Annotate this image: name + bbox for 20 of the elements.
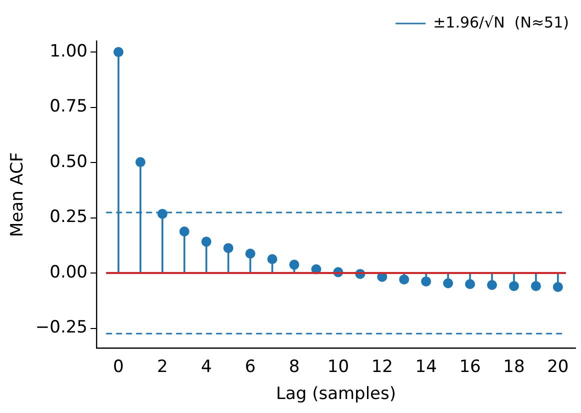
x-axis-title: Lag (samples) [276, 384, 396, 404]
x-tick-label: 6 [244, 356, 256, 377]
y-tick-label: −0.25 [35, 318, 88, 338]
x-tick-label: 2 [157, 356, 168, 377]
x-tick-label: 10 [327, 356, 350, 377]
y-tick-label: 0.75 [50, 96, 88, 117]
x-tick-label: 18 [503, 356, 525, 377]
y-tick-label: 0.00 [50, 262, 88, 282]
x-tick-label: 12 [371, 356, 393, 377]
x-tick-label: 20 [547, 356, 569, 377]
y-tick-label: 0.50 [50, 152, 88, 172]
y-tick-label: 0.25 [50, 207, 88, 228]
x-tick-label: 14 [415, 356, 437, 377]
x-tick-label: 16 [459, 356, 481, 377]
y-axis-title: Mean ACF [8, 152, 28, 237]
y-tick-label: 1.00 [50, 41, 88, 62]
x-tick-label: 4 [200, 356, 212, 377]
x-tick-label: 0 [113, 356, 124, 377]
x-tick-label: 8 [288, 356, 300, 377]
legend-label: ±1.96/√N (N≈51) [433, 13, 570, 32]
